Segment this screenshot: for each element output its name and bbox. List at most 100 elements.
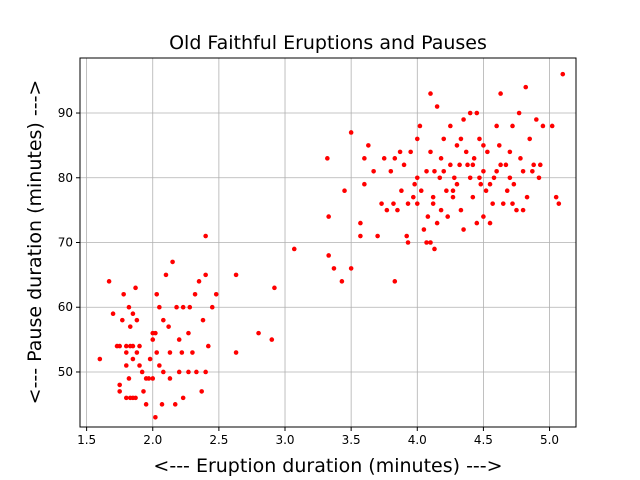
- data-point: [491, 175, 497, 181]
- data-point: [524, 194, 530, 200]
- data-point: [161, 317, 166, 323]
- data-point: [518, 156, 523, 161]
- data-point: [388, 168, 394, 174]
- data-point: [432, 168, 437, 174]
- data-point: [438, 156, 444, 161]
- data-point: [153, 330, 158, 336]
- data-point: [326, 214, 331, 219]
- data-point: [291, 246, 297, 252]
- data-points: [97, 71, 566, 420]
- data-point: [180, 395, 186, 401]
- data-point: [392, 156, 398, 161]
- data-point: [405, 240, 411, 245]
- data-point: [153, 414, 158, 420]
- data-point: [477, 175, 482, 181]
- data-point: [130, 311, 136, 317]
- data-point: [511, 181, 517, 187]
- data-point: [342, 188, 347, 194]
- data-point: [478, 181, 484, 187]
- data-point: [133, 285, 138, 291]
- data-point: [205, 343, 211, 349]
- data-point: [553, 194, 559, 200]
- data-point: [172, 402, 178, 407]
- data-point: [209, 304, 215, 310]
- data-point: [458, 207, 464, 213]
- data-point: [514, 207, 519, 213]
- data-point: [126, 304, 132, 310]
- data-point: [412, 181, 417, 187]
- data-point: [362, 181, 367, 187]
- y-tick-label: 80: [58, 171, 73, 185]
- data-point: [448, 123, 453, 129]
- y-tick-label: 50: [58, 365, 73, 379]
- data-point: [362, 156, 367, 161]
- data-point: [485, 149, 490, 155]
- data-point: [444, 188, 449, 194]
- data-point: [500, 201, 506, 206]
- data-point: [463, 149, 469, 155]
- data-point: [133, 395, 138, 401]
- data-point: [494, 123, 499, 129]
- data-point: [401, 162, 407, 168]
- data-point: [503, 162, 509, 168]
- data-point: [187, 304, 193, 310]
- data-point: [424, 240, 429, 245]
- y-axis-label: <--- Pause duration (minutes) --->: [24, 80, 46, 405]
- x-tick-label: 3.5: [342, 433, 361, 447]
- data-point: [117, 382, 122, 388]
- data-point: [494, 168, 499, 174]
- data-point: [481, 214, 486, 219]
- data-point: [213, 291, 219, 297]
- data-point: [434, 220, 440, 226]
- data-point: [510, 201, 515, 206]
- data-point: [490, 201, 495, 206]
- x-tick-label: 3.0: [275, 433, 294, 447]
- data-point: [272, 285, 277, 291]
- grid-lines: [80, 58, 576, 427]
- data-point: [233, 350, 239, 355]
- data-point: [414, 136, 420, 142]
- data-point: [434, 104, 440, 109]
- data-point: [510, 123, 515, 129]
- data-point: [130, 343, 136, 349]
- data-point: [348, 266, 354, 271]
- data-point: [448, 162, 453, 168]
- x-axis-label: <--- Eruption duration (minutes) --->: [153, 455, 502, 477]
- data-point: [366, 143, 371, 148]
- data-point: [106, 279, 112, 284]
- x-tick-label: 4.5: [474, 433, 493, 447]
- data-point: [137, 363, 142, 368]
- data-point: [450, 194, 456, 200]
- data-point: [180, 304, 186, 310]
- data-point: [454, 181, 460, 187]
- data-point: [496, 143, 502, 148]
- data-point: [418, 188, 424, 194]
- data-point: [465, 162, 470, 168]
- data-point: [203, 369, 208, 375]
- data-point: [163, 272, 169, 278]
- data-point: [126, 376, 132, 381]
- data-point: [117, 343, 122, 349]
- data-point: [556, 201, 562, 206]
- data-point: [498, 91, 503, 96]
- data-point: [117, 389, 122, 394]
- data-point: [470, 194, 476, 200]
- data-point: [186, 369, 191, 375]
- data-point: [452, 175, 457, 181]
- data-point: [428, 91, 433, 96]
- data-point: [507, 175, 513, 181]
- data-point: [371, 168, 376, 174]
- data-point: [326, 253, 331, 258]
- data-point: [123, 350, 129, 355]
- data-point: [269, 337, 275, 342]
- data-point: [467, 110, 473, 116]
- data-point: [381, 156, 387, 161]
- x-tick-label: 4.0: [408, 433, 427, 447]
- data-point: [536, 175, 542, 181]
- data-point: [166, 324, 171, 329]
- data-point: [358, 220, 363, 226]
- x-tick-label: 5.0: [540, 433, 559, 447]
- data-point: [470, 162, 476, 168]
- data-point: [384, 207, 390, 213]
